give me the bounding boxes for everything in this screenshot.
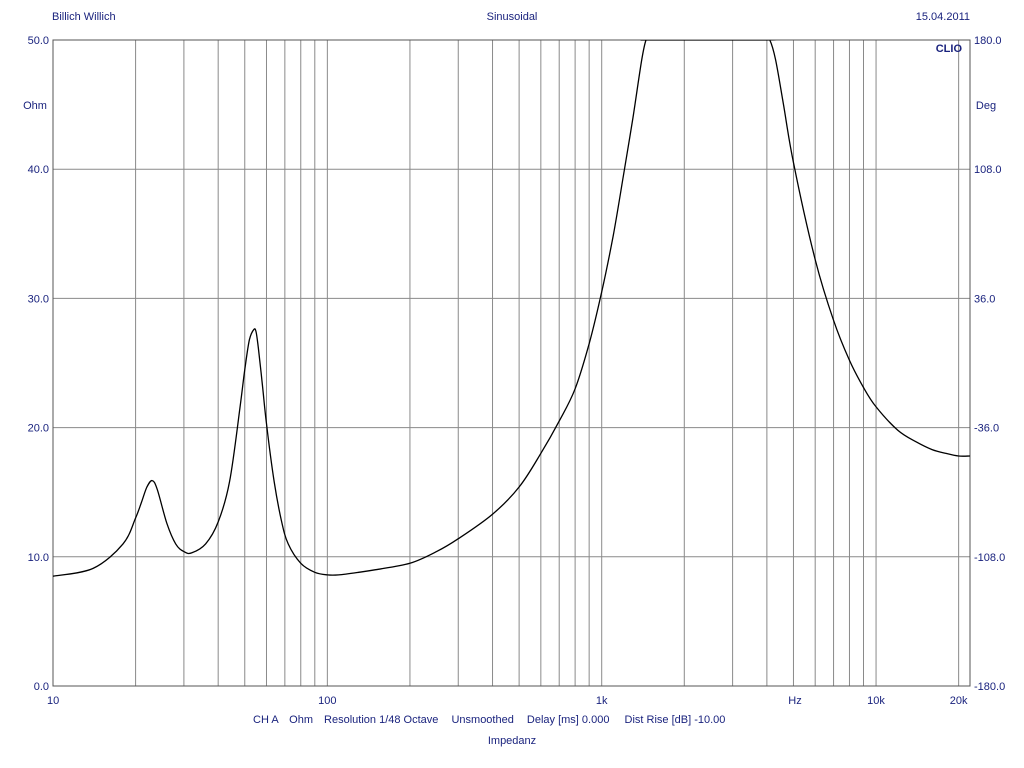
y2-tick-label: -180.0	[974, 681, 1005, 693]
y-tick-label: 0.0	[34, 681, 49, 693]
y-axis-right: -180.0 -108.0 -36.0 36.0 108.0 180.0	[974, 35, 1005, 693]
x-tick-label: 20k	[950, 695, 968, 707]
header-left: Billich Willich	[52, 11, 116, 23]
y2-tick-label: 36.0	[974, 293, 995, 305]
y-tick-label: 10.0	[28, 552, 49, 564]
y2-tick-label: 108.0	[974, 164, 1002, 176]
dist-rise-label: Dist Rise [dB] -10.00	[624, 714, 726, 726]
x-axis-label: Hz	[788, 695, 801, 707]
impedance-curve	[53, 40, 970, 577]
x-axis: 10 100 1k 10k 20k	[47, 695, 968, 707]
y2-axis-label: Deg	[976, 100, 996, 112]
x-tick-label: 10	[47, 695, 59, 707]
plot-frame	[52, 39, 971, 687]
x-tick-label: 10k	[867, 695, 885, 707]
smoothing-label: Unsmoothed	[451, 714, 514, 726]
y-axis-label: Ohm	[23, 100, 47, 112]
header-title: Sinusoidal	[486, 11, 538, 23]
y-tick-label: 20.0	[28, 423, 49, 435]
x-tick-label: 100	[318, 695, 336, 707]
channel-label: CH A	[253, 714, 279, 726]
y-tick-label: 50.0	[28, 35, 49, 47]
y2-tick-label: 180.0	[974, 35, 1002, 47]
unit-label: Ohm	[289, 714, 313, 726]
y2-tick-label: -36.0	[974, 423, 999, 435]
resolution-label: Resolution 1/48 Octave	[324, 714, 439, 726]
header-date: 15.04.2011	[915, 11, 970, 23]
y-tick-label: 30.0	[28, 293, 49, 305]
delay-label: Delay [ms] 0.000	[526, 714, 610, 726]
y-tick-label: 40.0	[28, 164, 49, 176]
y2-tick-label: -108.0	[974, 552, 1005, 564]
series-layer	[53, 40, 970, 577]
footer-info: CH A Ohm Resolution 1/48 Octave Unsmooth…	[253, 714, 725, 726]
measurement-name: Impedanz	[487, 735, 537, 747]
clio-logo: CLIO	[936, 43, 963, 55]
y-axis-left: 0.0 10.0 20.0 30.0 40.0 50.0	[28, 35, 49, 693]
grid-lines	[53, 40, 970, 686]
x-tick-label: 1k	[596, 695, 608, 707]
